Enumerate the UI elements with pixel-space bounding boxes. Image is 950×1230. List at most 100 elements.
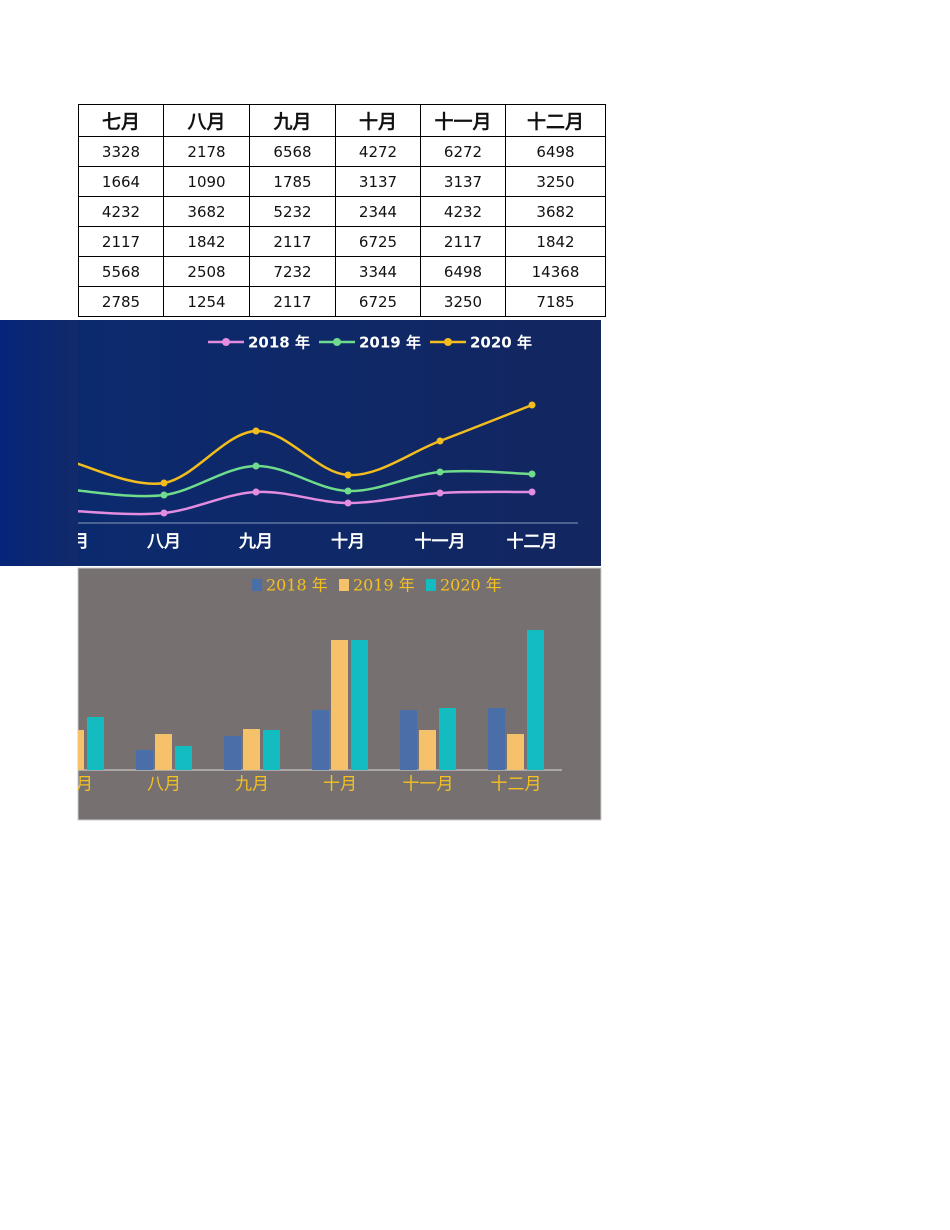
- data-point: [160, 479, 168, 487]
- table-cell: 7185: [505, 286, 606, 317]
- table-cell: 6568: [249, 136, 336, 167]
- bar: [507, 734, 524, 770]
- column-header: 十月: [335, 104, 421, 137]
- x-tick-label: 十一月: [415, 531, 466, 552]
- x-tick-label: 八月: [147, 532, 181, 552]
- bar: [351, 640, 368, 770]
- chart-background: [78, 320, 601, 566]
- x-tick-label: 七月: [59, 775, 93, 795]
- table-cell: 14368: [505, 256, 606, 287]
- data-point: [344, 471, 352, 479]
- table-cell: 1090: [163, 166, 250, 197]
- table-cell: 2178: [163, 136, 250, 167]
- table-cell: 3682: [163, 196, 250, 227]
- table-row: 2785 1254 2117 6725 3250 7185: [78, 286, 606, 317]
- table-cell: 1254: [163, 286, 250, 317]
- bar: [419, 730, 436, 770]
- table-cell: 6498: [420, 256, 506, 287]
- data-point: [344, 487, 352, 495]
- legend-swatch: [339, 579, 349, 591]
- table-cell: 3137: [420, 166, 506, 197]
- table-cell: 2117: [249, 226, 336, 257]
- legend-swatch: [333, 338, 341, 346]
- bar: [488, 708, 505, 770]
- table-cell: 1842: [163, 226, 250, 257]
- x-tick-label: 十一月: [403, 775, 454, 795]
- data-point: [160, 509, 168, 517]
- data-table: 七月 八月 九月 十月 十一月 十二月 3328 2178 6568 4272 6272 6498 16…: [78, 104, 606, 317]
- table-row: 1664 1090 1785 3137 3137 3250: [78, 166, 606, 197]
- series-line: [78, 490, 533, 516]
- series-line: [78, 464, 533, 498]
- bar: [136, 750, 153, 770]
- bar: [87, 717, 104, 770]
- table-cell: 4272: [335, 136, 421, 167]
- legend-label: 2018 年: [266, 576, 328, 595]
- table-cell: 3344: [335, 256, 421, 287]
- bar: [400, 710, 417, 770]
- bar: [439, 708, 456, 770]
- bar: [78, 730, 84, 770]
- bar: [155, 734, 172, 770]
- column-header: 八月: [163, 104, 250, 137]
- table-cell: 7232: [249, 256, 336, 287]
- table-cell: 3137: [335, 166, 421, 197]
- column-header: 十一月: [420, 104, 506, 137]
- legend-swatch: [222, 338, 230, 346]
- table-cell: 3682: [505, 196, 606, 227]
- x-tick-label: 十二月: [507, 531, 558, 552]
- table-cell: 4232: [78, 196, 164, 227]
- table-cell: 2785: [78, 286, 164, 317]
- header-row: 七月 八月 九月 十月 十一月 十二月: [78, 104, 606, 137]
- bar: [175, 746, 192, 770]
- data-point: [252, 427, 260, 435]
- table-cell: 6725: [335, 286, 421, 317]
- table-cell: 6272: [420, 136, 506, 167]
- data-point: [252, 462, 260, 470]
- line-chart: 七月 八月 九月 十月 十一月 十二月 2018 年 2019 年 2020 年: [0, 320, 601, 566]
- column-header: 七月: [78, 104, 164, 137]
- data-point: [528, 401, 536, 409]
- legend-label: 2019 年: [359, 334, 421, 352]
- bar: [263, 730, 280, 770]
- table-cell: 2117: [420, 226, 506, 257]
- legend-swatch: [444, 338, 452, 346]
- panel-fragment: [0, 320, 78, 566]
- table-row: 4232 3682 5232 2344 4232 3682: [78, 196, 606, 227]
- table-cell: 6725: [335, 226, 421, 257]
- table-cell: 3328: [78, 136, 164, 167]
- table-cell: 1664: [78, 166, 164, 197]
- bar: [48, 738, 65, 770]
- table-cell: 1842: [505, 226, 606, 257]
- data-point: [436, 489, 444, 497]
- bar: [527, 630, 544, 770]
- legend-label: 2020 年: [440, 576, 502, 595]
- x-tick-label: 十月: [331, 531, 365, 552]
- legend-swatch: [252, 579, 262, 591]
- table-cell: 2117: [249, 286, 336, 317]
- x-tick-label: 十月: [323, 775, 357, 795]
- legend-label: 2018 年: [248, 334, 310, 352]
- table-cell: 1785: [249, 166, 336, 197]
- x-tick-label: 八月: [147, 775, 181, 795]
- data-point: [528, 488, 536, 496]
- data-point: [252, 488, 260, 496]
- table-cell: 6498: [505, 136, 606, 167]
- table-row: 2117 1842 2117 6725 2117 1842: [78, 226, 606, 257]
- table-cell: 2508: [163, 256, 250, 287]
- x-tick-label: 九月: [238, 532, 273, 552]
- table-cell: 5568: [78, 256, 164, 287]
- table-cell: 3250: [505, 166, 606, 197]
- legend-label: 2019 年: [353, 576, 415, 595]
- bar: [243, 729, 260, 770]
- bar: [331, 640, 348, 770]
- series-line: [78, 403, 533, 486]
- x-tick-label: 九月: [235, 775, 269, 795]
- table-cell: 2344: [335, 196, 421, 227]
- data-point: [436, 468, 444, 476]
- column-header: 九月: [249, 104, 336, 137]
- bar: [224, 736, 241, 770]
- data-point: [528, 470, 536, 478]
- table-cell: 2117: [78, 226, 164, 257]
